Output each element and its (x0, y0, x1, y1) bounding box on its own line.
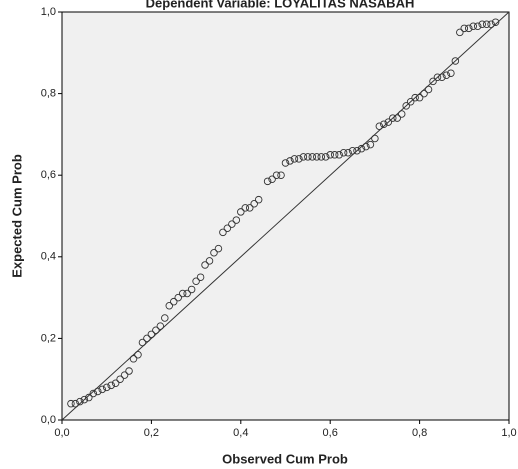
chart-title: Dependent Variable: LOYALITAS NASABAH (146, 0, 415, 10)
chart: Dependent Variable: LOYALITAS NASABAH Ob… (0, 0, 518, 469)
y-axis-label: Expected Cum Prob (9, 154, 24, 278)
page: {"chart_data": {"type": "scatter", "titl… (0, 0, 518, 469)
x-tick-label: 0,8 (412, 427, 427, 439)
y-tick-label: 0,2 (41, 332, 56, 344)
x-tick-label: 0,6 (323, 427, 338, 439)
y-tick-label: 0,6 (41, 169, 56, 181)
y-tick-label: 0,8 (41, 88, 56, 100)
x-tick-label: 0,4 (233, 427, 248, 439)
x-tick-label: 0,2 (144, 427, 159, 439)
x-tick-label: 0,0 (54, 427, 69, 439)
x-axis-label: Observed Cum Prob (222, 451, 348, 466)
y-tick-label: 1,0 (41, 6, 56, 18)
y-tick-label: 0,0 (41, 414, 56, 426)
x-tick-label: 1,0 (501, 427, 516, 439)
y-tick-label: 0,4 (41, 251, 56, 263)
